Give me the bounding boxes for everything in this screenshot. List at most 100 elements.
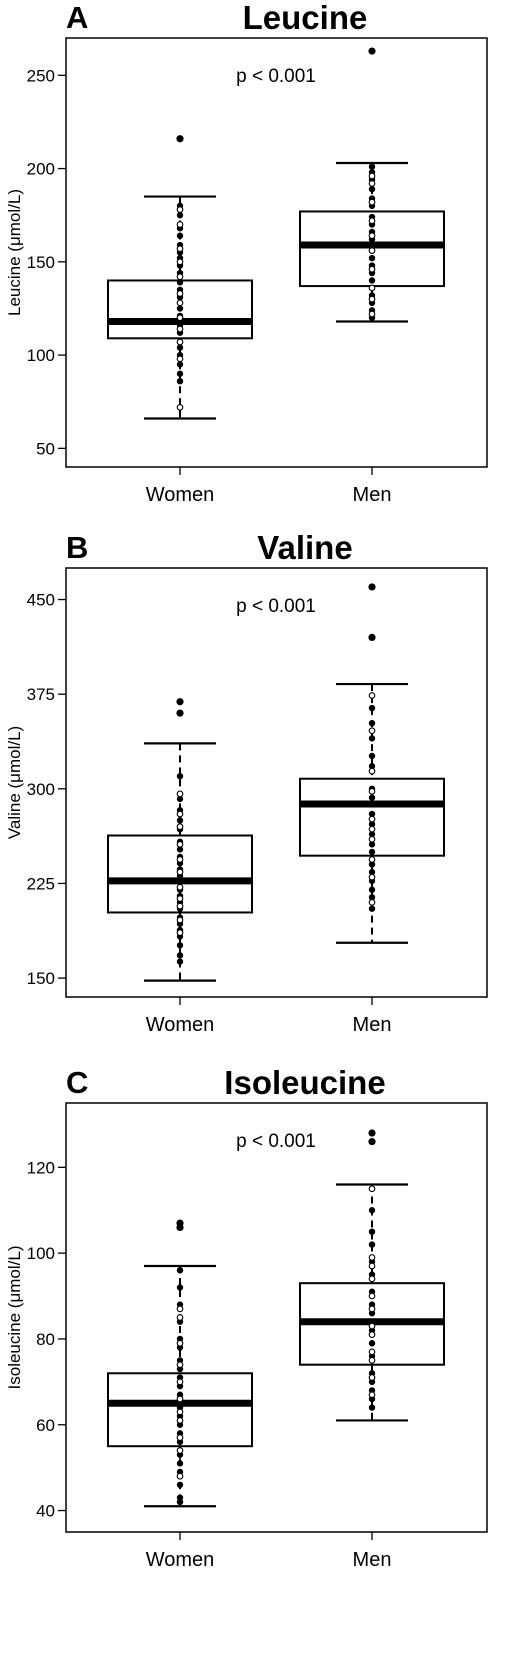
data-point-open [368, 1391, 376, 1399]
y-tick-label: 300 [27, 780, 55, 799]
data-point-filled [368, 163, 376, 170]
data-point-filled [176, 279, 184, 286]
data-point-filled [368, 1207, 376, 1214]
data-point-open [368, 835, 376, 843]
data-point-filled [176, 344, 184, 351]
data-point-filled [176, 952, 184, 959]
data-point-filled [176, 305, 184, 312]
data-point-filled [368, 905, 376, 912]
y-tick-label: 450 [27, 591, 55, 610]
x-tick-label: Men [353, 1014, 392, 1036]
data-point-open [368, 1185, 376, 1193]
chart-title: Leucine [242, 0, 368, 36]
data-point-open [368, 873, 376, 881]
y-axis-label: Leucine (μmol/L) [5, 189, 24, 316]
data-point-open [368, 295, 376, 303]
data-point-open [176, 1417, 184, 1424]
data-point-filled [368, 719, 376, 727]
data-point-open [368, 899, 376, 906]
data-point-open [368, 247, 376, 254]
data-point-open [368, 767, 376, 775]
p-value-annotation: p < 0.001 [236, 596, 316, 617]
data-point-filled [176, 1460, 184, 1467]
data-point-open [368, 198, 376, 206]
data-point-filled [176, 942, 184, 949]
data-point-open [176, 1447, 184, 1454]
y-tick-label: 50 [36, 439, 55, 458]
data-point-open [176, 895, 184, 902]
y-tick-label: 225 [27, 874, 55, 893]
data-point-open [368, 1331, 376, 1339]
data-point-open [176, 290, 184, 297]
data-point-open [368, 1275, 376, 1283]
y-tick-label: 80 [36, 1330, 55, 1349]
y-tick-label: 150 [27, 969, 55, 988]
y-tick-label: 200 [27, 160, 55, 179]
panel-a: 50 100 150 200 250 Leucine (μmol/L) Women Men p … [0, 0, 520, 545]
outlier-point [368, 1129, 376, 1137]
data-point-open [368, 232, 376, 240]
data-point-open [368, 1322, 376, 1330]
data-point-filled [368, 1228, 376, 1235]
x-tick-label: Women [146, 1014, 215, 1036]
x-tick-label: Men [353, 484, 392, 506]
y-tick-label: 60 [36, 1416, 55, 1435]
data-point-open [176, 929, 184, 937]
data-point-open [176, 299, 184, 307]
y-tick-label: 250 [27, 66, 55, 85]
data-point-open [176, 883, 184, 891]
data-point-filled [176, 1267, 184, 1274]
data-point-open [368, 825, 376, 833]
data-point-open [176, 856, 184, 863]
outlier-point [368, 633, 376, 641]
panel-label: A [66, 0, 89, 35]
y-tick-label: 375 [27, 685, 55, 704]
data-point-open [176, 221, 184, 228]
chart-isoleucine: 40 60 80 100 120 Isoleucine (μmol/L) Women Men p… [5, 1102, 488, 1571]
outlier-point [176, 135, 184, 143]
plot-frame [65, 37, 488, 468]
data-point-open [176, 1305, 184, 1313]
data-point-filled [176, 370, 184, 377]
data-point-open [176, 790, 184, 798]
data-point-open [368, 727, 376, 735]
y-tick-label: 120 [27, 1158, 55, 1177]
data-point-filled [176, 1481, 184, 1489]
y-tick-label: 150 [27, 253, 55, 272]
data-point-filled [368, 1241, 376, 1248]
data-point-open [176, 902, 184, 910]
x-tick-label: Women [146, 484, 215, 506]
chart-valine: 150 225 300 375 450 Valine (μmol/L) Women Men p … [5, 567, 488, 1036]
data-point-open [176, 355, 184, 363]
data-point-open [176, 1408, 184, 1416]
data-point-open [176, 840, 184, 848]
data-point-filled [368, 886, 376, 893]
data-point-open [176, 206, 184, 213]
data-point-filled [368, 752, 376, 760]
data-point-open [176, 1314, 184, 1321]
data-point-filled [176, 361, 184, 368]
data-point-open [176, 1472, 184, 1480]
outlier-point [368, 47, 376, 55]
data-point-open [176, 868, 184, 876]
data-point-filled [368, 277, 376, 284]
data-point-filled [368, 704, 376, 712]
y-axis-label: Valine (μmol/L) [5, 726, 24, 839]
data-point-open [176, 1395, 184, 1403]
data-point-open [368, 217, 376, 225]
data-point-open [176, 325, 184, 333]
data-point-filled [176, 1494, 184, 1501]
data-point-open [368, 1357, 376, 1364]
data-point-open [176, 810, 184, 818]
p-value-annotation: p < 0.001 [236, 1131, 316, 1152]
panel-c: 40 60 80 100 120 Isoleucine (μmol/L) Women Men p… [0, 1065, 520, 1610]
data-point-open [176, 1378, 184, 1386]
data-point-filled [176, 378, 184, 385]
x-tick-label: Men [353, 1549, 392, 1571]
data-point-open [368, 172, 376, 180]
data-point-filled [368, 1404, 376, 1411]
y-tick-label: 100 [27, 1244, 55, 1263]
data-point-open [368, 1305, 376, 1313]
data-point-filled [368, 735, 376, 742]
